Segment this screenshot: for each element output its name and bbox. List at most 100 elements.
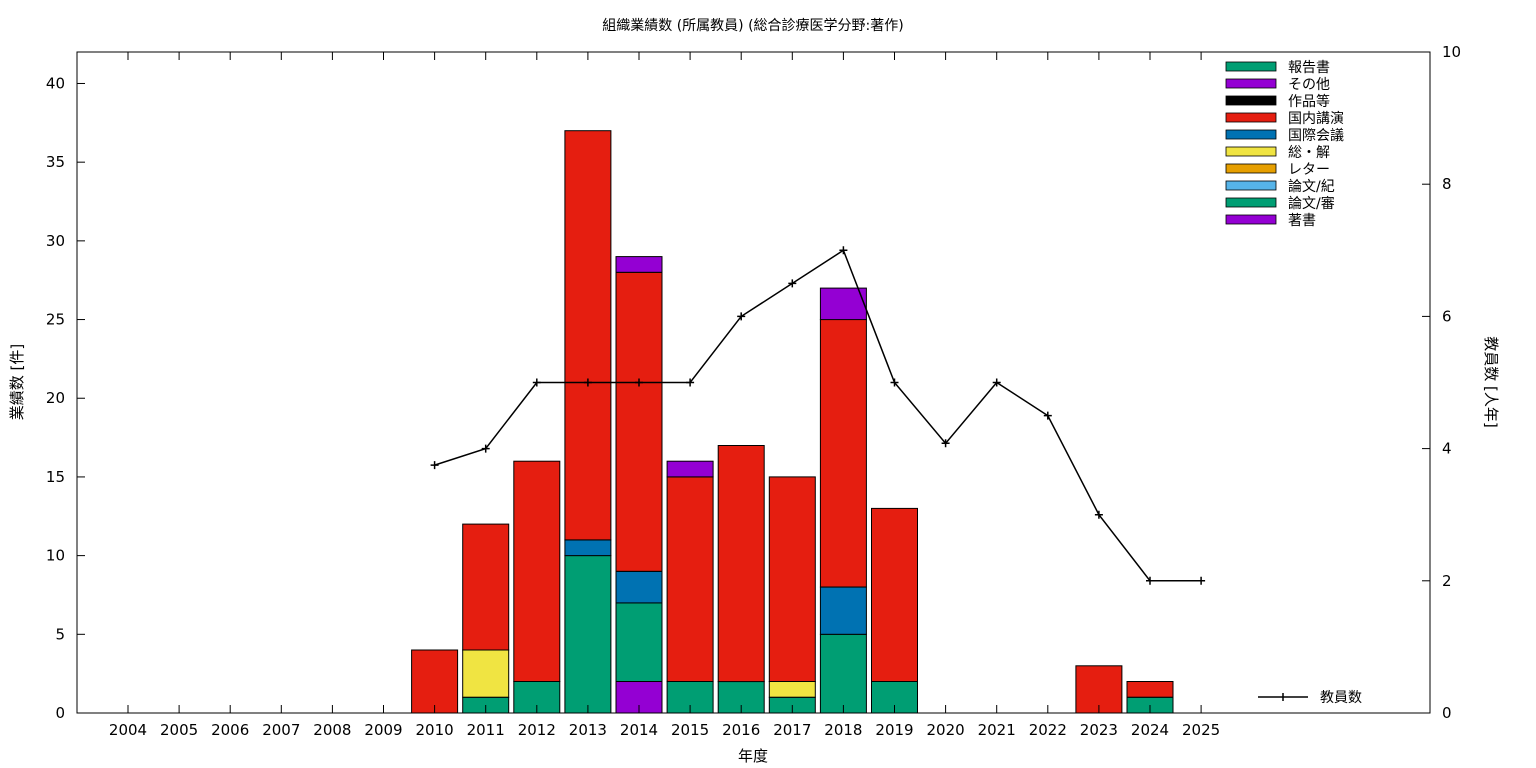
staff-point [686, 378, 695, 387]
staff-point [1197, 576, 1206, 585]
bar-segment [615, 602, 663, 682]
bar-segment [666, 476, 714, 682]
bar-segment [666, 460, 714, 478]
legend-swatch [1225, 61, 1277, 72]
legend-label: 国際会議 [1288, 127, 1344, 144]
x-axis-label: 年度 [738, 747, 768, 765]
staff-point [1094, 510, 1103, 519]
x-tick-label: 2010 [416, 721, 454, 739]
y2-tick-label: 4 [1442, 440, 1452, 458]
y2-tick-label: 6 [1442, 307, 1452, 325]
y2-tick-label: 8 [1442, 175, 1452, 193]
bar-segment [819, 586, 867, 635]
x-tick-label: 2012 [518, 721, 556, 739]
bar-segment [513, 460, 561, 683]
bar-segment [819, 633, 867, 714]
y-tick-label: 0 [55, 704, 65, 722]
x-tick-label: 2025 [1182, 721, 1220, 739]
x-tick-label: 2007 [262, 721, 300, 739]
x-tick-label: 2018 [824, 721, 862, 739]
staff-point [635, 378, 643, 387]
staff-point [839, 246, 848, 255]
y-tick-label: 10 [46, 547, 65, 565]
x-tick-label: 2004 [109, 721, 147, 739]
bar-segment [564, 130, 612, 541]
x-tick-label: 2014 [620, 721, 658, 739]
legend-label: 論文/審 [1288, 196, 1335, 212]
legend-swatch [1225, 78, 1277, 89]
staff-point [890, 378, 899, 387]
legend-line-label: 教員数 [1320, 690, 1362, 706]
bar-segment [717, 445, 765, 683]
legend-label: 作品等 [1288, 93, 1330, 110]
x-tick-label: 2024 [1131, 721, 1169, 739]
y-tick-label: 20 [46, 389, 65, 407]
y-axis-label: 業績数 [件] [8, 344, 26, 420]
staff-point [941, 439, 950, 448]
staff-line [434, 249, 1202, 582]
bar-segment [462, 649, 510, 698]
legend-label: 総・解 [1288, 145, 1330, 161]
staff-point [788, 279, 797, 288]
staff-point [532, 378, 541, 387]
legend-swatch [1225, 95, 1277, 106]
x-tick-label: 2011 [467, 721, 505, 739]
x-tick-label: 2022 [1029, 721, 1067, 739]
x-tick-label: 2019 [875, 721, 913, 739]
bar-segment [871, 507, 918, 682]
staff-point [430, 461, 439, 470]
legend-label: 国内講演 [1288, 111, 1344, 127]
bar-segment [564, 539, 612, 557]
legend-label: 著書 [1288, 213, 1316, 229]
plot-frame [76, 51, 1431, 714]
legend-label: レター [1288, 162, 1330, 178]
y2-axis-label: 教員数 [人年] [1482, 336, 1500, 427]
legend-label: その他 [1288, 77, 1330, 93]
legend-label: 論文/紀 [1288, 179, 1335, 195]
y-tick-label: 30 [46, 232, 65, 250]
y-tick-label: 5 [55, 625, 65, 643]
x-tick-label: 2020 [927, 721, 965, 739]
y-tick-label: 25 [46, 311, 65, 329]
bar-segment [615, 256, 663, 273]
bar-segment [819, 319, 867, 588]
bar-segment [768, 681, 816, 698]
staff-point [1043, 411, 1052, 420]
x-tick-label: 2009 [364, 721, 402, 739]
legend-swatch [1225, 112, 1277, 123]
y-tick-label: 35 [46, 153, 65, 171]
legend-swatch [1225, 129, 1277, 140]
y-tick-label: 15 [46, 468, 65, 486]
staff-point [1146, 576, 1154, 585]
x-tick-label: 2017 [773, 721, 811, 739]
staff-point [583, 378, 592, 387]
x-tick-label: 2013 [569, 721, 607, 739]
legend-swatch [1225, 214, 1277, 225]
bar-segment [615, 570, 663, 604]
bar-segment [462, 523, 510, 651]
x-tick-label: 2023 [1080, 721, 1118, 739]
legend-swatch [1225, 197, 1277, 208]
legend-swatch [1225, 146, 1277, 157]
x-tick-label: 2005 [160, 721, 198, 739]
bar-segment [564, 555, 612, 714]
y2-tick-label: 2 [1442, 572, 1452, 590]
legend-swatch [1225, 180, 1277, 191]
staff-point [737, 312, 746, 321]
bar-segment [411, 649, 459, 714]
legend-label: 報告書 [1288, 60, 1330, 76]
bars-layer [411, 130, 1174, 714]
x-tick-label: 2021 [978, 721, 1016, 739]
bar-segment [819, 287, 867, 321]
x-tick-label: 2008 [313, 721, 351, 739]
y-tick-label: 40 [46, 74, 65, 92]
legend-swatch [1225, 163, 1277, 174]
x-tick-label: 2016 [722, 721, 760, 739]
staff-point [481, 444, 490, 453]
y2-tick-label: 0 [1442, 704, 1452, 722]
chart-title: 組織業績数 (所属教員) (総合診療医学分野:著作) [602, 17, 903, 34]
bar-segment [615, 271, 663, 572]
bar-segment [1126, 681, 1174, 698]
